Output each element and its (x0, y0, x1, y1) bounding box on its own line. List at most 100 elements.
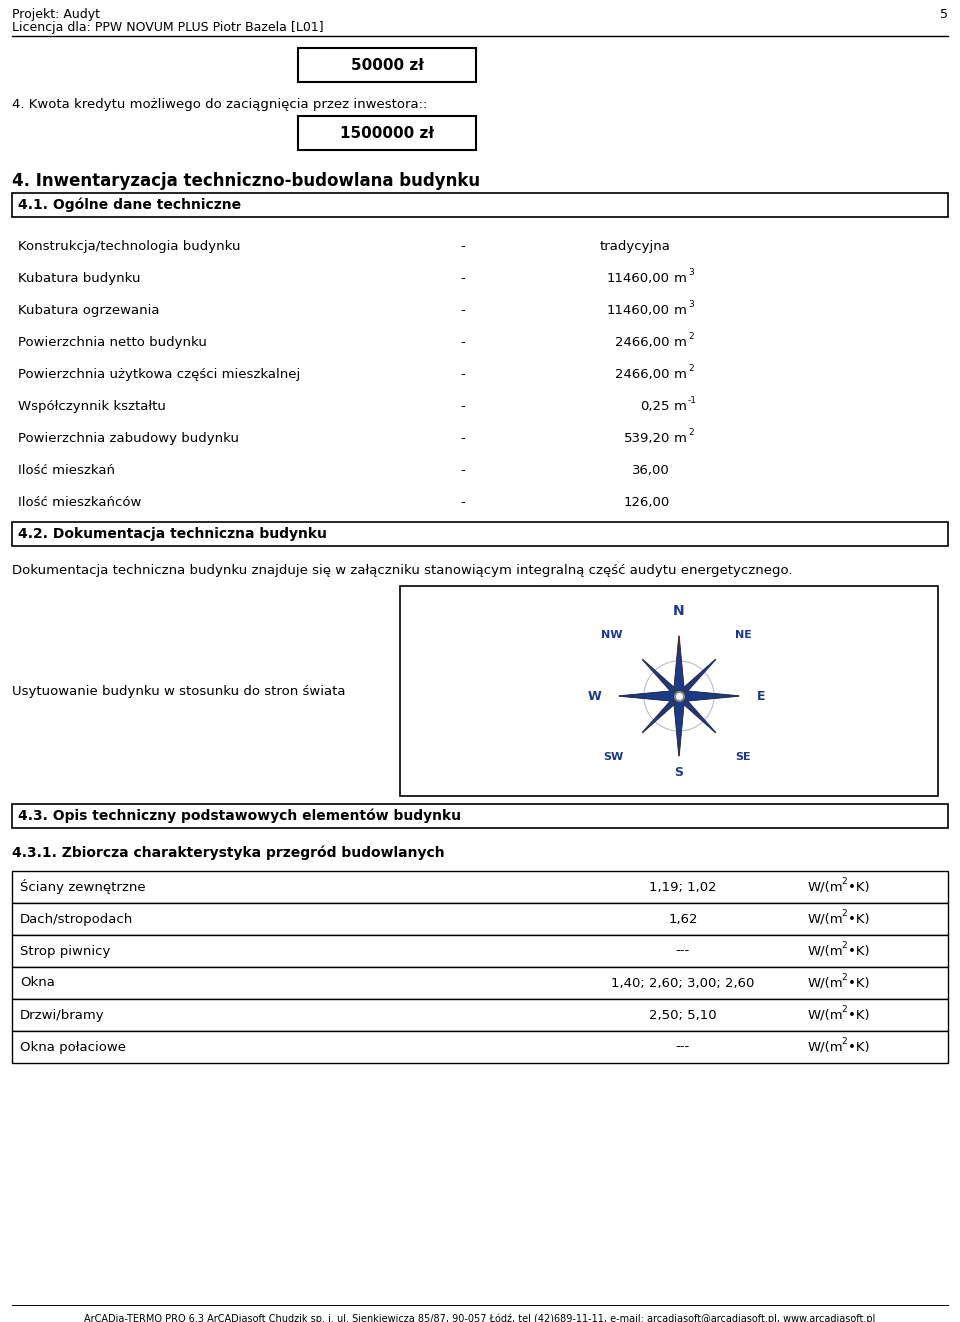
Polygon shape (659, 660, 716, 717)
Text: 3: 3 (688, 268, 694, 278)
Text: Okna: Okna (20, 977, 55, 989)
Text: E: E (757, 690, 765, 702)
Text: Projekt: Audyt: Projekt: Audyt (12, 8, 100, 21)
Text: 4.2. Dokumentacja techniczna budynku: 4.2. Dokumentacja techniczna budynku (18, 527, 326, 541)
Text: Powierzchnia zabudowy budynku: Powierzchnia zabudowy budynku (18, 432, 239, 446)
Text: Ilość mieszkań: Ilość mieszkań (18, 464, 115, 477)
Text: 2466,00: 2466,00 (615, 336, 670, 349)
Text: 2: 2 (688, 364, 694, 373)
Text: Okna połaciowe: Okna połaciowe (20, 1040, 126, 1054)
Text: W/(m: W/(m (808, 944, 844, 957)
Polygon shape (642, 660, 699, 717)
Text: m: m (674, 272, 686, 286)
Text: 1500000 zł: 1500000 zł (340, 126, 434, 140)
Text: -: - (460, 304, 465, 317)
Polygon shape (619, 690, 734, 702)
Text: 0,25: 0,25 (640, 401, 670, 412)
Text: -: - (460, 368, 465, 381)
Text: 4. Kwota kredytu możliwego do zaciągnięcia przez inwestora::: 4. Kwota kredytu możliwego do zaciągnięc… (12, 98, 427, 111)
Text: -: - (460, 241, 465, 253)
Text: Strop piwnicy: Strop piwnicy (20, 944, 110, 957)
Text: 1,62: 1,62 (668, 912, 698, 925)
Bar (12, 804, 948, 828)
Text: 2: 2 (841, 1006, 847, 1014)
Text: NE: NE (735, 631, 752, 640)
Text: 4.1. Ogólne dane techniczne: 4.1. Ogólne dane techniczne (18, 198, 241, 213)
Text: 5: 5 (940, 8, 948, 21)
Text: -: - (460, 272, 465, 286)
Text: 539,20: 539,20 (624, 432, 670, 446)
Text: •K): •K) (848, 1009, 870, 1022)
Bar (12, 1031, 948, 1063)
Text: Współczynnik kształtu: Współczynnik kształtu (18, 401, 166, 412)
Text: Ściany zewnętrzne: Ściany zewnętrzne (20, 879, 146, 895)
Text: 11460,00: 11460,00 (607, 272, 670, 286)
Text: •K): •K) (848, 977, 870, 989)
Text: SW: SW (603, 752, 623, 761)
Text: 1,40; 2,60; 3,00; 2,60: 1,40; 2,60; 3,00; 2,60 (612, 977, 755, 989)
Bar (298, 116, 476, 149)
Text: Usytuowanie budynku w stosunku do stron świata: Usytuowanie budynku w stosunku do stron … (12, 685, 346, 698)
Polygon shape (674, 641, 684, 756)
Text: Powierzchnia netto budynku: Powierzchnia netto budynku (18, 336, 206, 349)
Text: Drzwi/bramy: Drzwi/bramy (20, 1009, 105, 1022)
Text: -1: -1 (688, 397, 697, 405)
Text: -: - (460, 401, 465, 412)
Text: •K): •K) (848, 944, 870, 957)
Text: -: - (460, 464, 465, 477)
Text: 50000 zł: 50000 zł (350, 57, 423, 73)
Text: W/(m: W/(m (808, 880, 844, 894)
Text: Dach/stropodach: Dach/stropodach (20, 912, 133, 925)
Text: 2: 2 (688, 332, 694, 341)
Text: tradycyjna: tradycyjna (599, 241, 670, 253)
Text: 2,50; 5,10: 2,50; 5,10 (649, 1009, 717, 1022)
Text: 11460,00: 11460,00 (607, 304, 670, 317)
Text: 2: 2 (841, 910, 847, 919)
Polygon shape (642, 676, 699, 732)
Bar (12, 903, 948, 935)
Text: Ilość mieszkańców: Ilość mieszkańców (18, 496, 141, 509)
Text: 4. Inwentaryzacja techniczno-budowlana budynku: 4. Inwentaryzacja techniczno-budowlana b… (12, 172, 480, 190)
Text: S: S (675, 765, 684, 779)
Text: m: m (674, 336, 686, 349)
Text: •K): •K) (848, 1040, 870, 1054)
Text: Dokumentacja techniczna budynku znajduje się w załączniku stanowiącym integralną: Dokumentacja techniczna budynku znajduje… (12, 564, 793, 576)
Bar (12, 522, 948, 546)
Polygon shape (674, 636, 684, 751)
Text: Licencja dla: PPW NOVUM PLUS Piotr Bazela [L01]: Licencja dla: PPW NOVUM PLUS Piotr Bazel… (12, 21, 324, 34)
Polygon shape (659, 676, 716, 732)
Text: •K): •K) (848, 880, 870, 894)
Text: Kubatura budynku: Kubatura budynku (18, 272, 140, 286)
Text: W/(m: W/(m (808, 1009, 844, 1022)
Bar (400, 586, 938, 796)
Text: W/(m: W/(m (808, 1040, 844, 1054)
Bar (298, 48, 476, 82)
Bar (12, 966, 948, 999)
Bar (12, 871, 948, 903)
Text: SE: SE (735, 752, 751, 761)
Text: 2: 2 (688, 428, 694, 438)
Text: 126,00: 126,00 (624, 496, 670, 509)
Text: 2: 2 (841, 973, 847, 982)
Text: W/(m: W/(m (808, 912, 844, 925)
Text: Kubatura ogrzewania: Kubatura ogrzewania (18, 304, 159, 317)
Text: ArCADia-TERMO PRO 6.3 ArCADiasoft Chudzik sp. j. ul. Sienkiewicza 85/87, 90-057 : ArCADia-TERMO PRO 6.3 ArCADiasoft Chudzi… (84, 1313, 876, 1322)
Text: Konstrukcja/technologia budynku: Konstrukcja/technologia budynku (18, 241, 241, 253)
Text: N: N (673, 604, 684, 617)
Text: 2466,00: 2466,00 (615, 368, 670, 381)
Polygon shape (624, 690, 739, 702)
Text: ---: --- (676, 1040, 690, 1054)
Bar (12, 193, 948, 217)
Text: ---: --- (676, 944, 690, 957)
Text: m: m (674, 432, 686, 446)
Text: 36,00: 36,00 (633, 464, 670, 477)
Text: NW: NW (602, 631, 623, 640)
Text: 4.3. Opis techniczny podstawowych elementów budynku: 4.3. Opis techniczny podstawowych elemen… (18, 809, 461, 824)
Text: 3: 3 (688, 300, 694, 309)
Text: 2: 2 (841, 941, 847, 951)
Text: m: m (674, 401, 686, 412)
Text: W: W (588, 690, 601, 702)
Text: m: m (674, 368, 686, 381)
Text: •K): •K) (848, 912, 870, 925)
Text: m: m (674, 304, 686, 317)
